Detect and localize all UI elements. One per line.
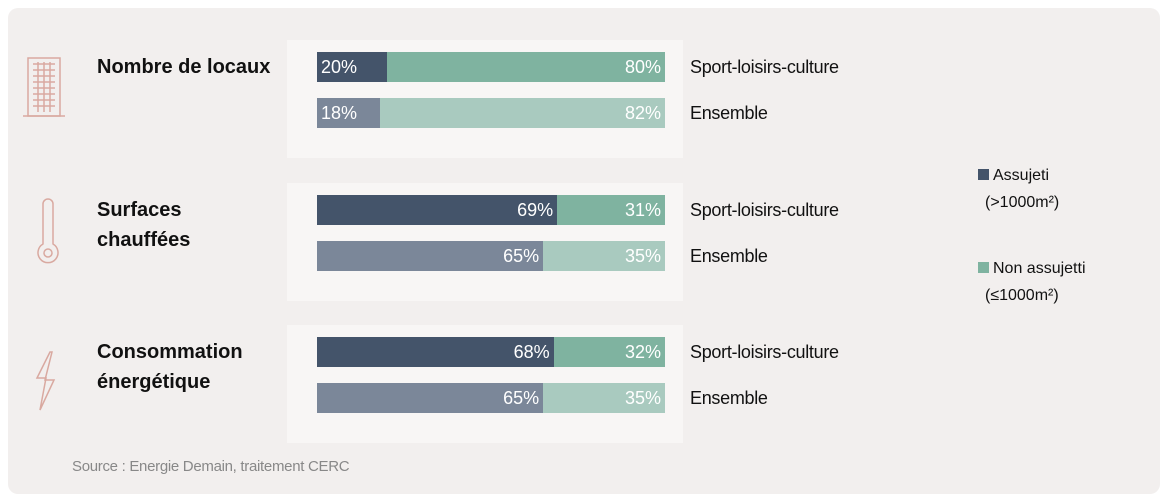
bar-row: 68% 32% <box>317 337 665 367</box>
legend-entry: Assujeti <box>978 165 1049 187</box>
bar-row: 65% 35% <box>317 241 665 271</box>
legend-swatch <box>978 169 989 180</box>
group-title: Consommation énergétique <box>97 341 243 393</box>
bar-segment <box>317 337 554 367</box>
bar-segment <box>317 241 544 271</box>
bar-segment <box>317 98 380 128</box>
legend-note: (≤1000m²) <box>985 287 1059 304</box>
value-label: 80% <box>624 57 661 77</box>
value-label: 32% <box>624 342 661 362</box>
bar-segment <box>317 383 544 413</box>
category-label: Ensemble <box>690 103 768 123</box>
group-title: Nombre de locaux <box>97 56 271 78</box>
bar-segment <box>386 52 665 82</box>
value-label: 68% <box>513 342 550 362</box>
thermometer-icon <box>37 198 59 264</box>
legend-swatch <box>978 262 989 273</box>
bar-segment <box>553 337 665 367</box>
category-label: Sport-loisirs-culture <box>690 200 839 220</box>
bar-row: 65% 35% <box>317 383 665 413</box>
source: Source : Energie Demain, traitement CERC <box>72 458 350 475</box>
legend-entry: Non assujetti <box>978 258 1086 280</box>
category-label: Ensemble <box>690 246 768 266</box>
legend-label: Non assujetti <box>993 260 1086 277</box>
bar-row: 20% 80% <box>317 52 665 82</box>
value-label: 65% <box>503 388 540 408</box>
legend-note: (>1000m²) <box>985 194 1060 211</box>
value-label: 35% <box>624 246 661 266</box>
bar-segment <box>317 195 558 225</box>
category-label: Sport-loisirs-culture <box>690 342 839 362</box>
bar-row: 69% 31% <box>317 195 665 225</box>
value-label: 31% <box>624 200 661 220</box>
category-label: Ensemble <box>690 388 768 408</box>
value-label: 69% <box>517 200 554 220</box>
value-label: 65% <box>503 246 540 266</box>
bar-segment <box>543 383 665 413</box>
building-icon <box>23 57 65 117</box>
lightning-icon <box>35 351 56 411</box>
value-label: 35% <box>624 388 661 408</box>
category-label: Sport-loisirs-culture <box>690 57 839 77</box>
value-label: 18% <box>321 103 358 123</box>
value-label: 82% <box>624 103 661 123</box>
value-label: 20% <box>321 57 358 77</box>
bar-segment <box>543 241 665 271</box>
bar-segment <box>557 195 665 225</box>
bar-row: 18% 82% <box>317 98 665 128</box>
legend-label: Assujeti <box>993 167 1050 184</box>
group-title: Surfaces chauffées <box>97 199 191 251</box>
bar-segment <box>317 52 387 82</box>
bar-segment <box>379 98 665 128</box>
